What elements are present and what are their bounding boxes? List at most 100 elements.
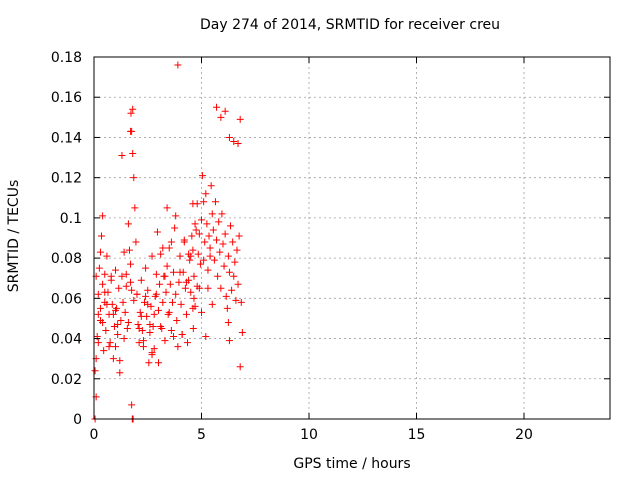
data-point [234, 139, 242, 147]
data-point [98, 232, 106, 240]
data-point [204, 284, 212, 292]
data-point [208, 210, 216, 218]
data-point [189, 246, 197, 254]
data-point [127, 109, 135, 117]
data-point [202, 333, 210, 341]
data-point [173, 316, 181, 324]
data-point [187, 288, 195, 296]
data-point [193, 282, 201, 290]
data-point [200, 256, 208, 264]
data-point [127, 127, 135, 135]
data-point [103, 300, 111, 308]
data-point [198, 216, 205, 224]
data-point [165, 308, 173, 316]
data-point [225, 133, 233, 141]
data-point [136, 308, 144, 316]
x-tick-label: 0 [90, 427, 99, 443]
data-point [130, 174, 138, 182]
data-point [135, 325, 143, 332]
y-tick-label: 0.1 [60, 211, 82, 227]
data-point [102, 327, 110, 335]
chart-title: Day 274 of 2014, SRMTID for receiver cre… [199, 17, 501, 33]
data-point [167, 327, 175, 335]
y-tick-label: 0.16 [51, 90, 82, 106]
data-point [94, 310, 102, 318]
data-point [180, 236, 188, 244]
data-point [150, 310, 158, 318]
data-point [163, 262, 171, 270]
data-point [172, 212, 180, 220]
data-point [227, 222, 235, 230]
data-point [128, 286, 136, 294]
data-point [165, 244, 173, 252]
y-tick-label: 0.02 [51, 372, 82, 388]
data-point [176, 268, 184, 276]
data-point [167, 238, 175, 246]
data-point [206, 244, 214, 252]
data-point [112, 343, 119, 351]
data-point [230, 272, 238, 280]
data-point [170, 268, 178, 276]
data-point [122, 270, 130, 278]
y-tick-label: 0.12 [51, 171, 82, 187]
data-point [131, 204, 139, 212]
data-point [161, 337, 169, 345]
data-point [146, 320, 154, 328]
data-point [159, 244, 167, 252]
data-point [107, 272, 115, 280]
data-point [152, 290, 160, 298]
data-point [159, 298, 167, 306]
data-point [119, 298, 127, 306]
data-point [190, 272, 198, 280]
data-point [237, 298, 245, 306]
data-point [209, 226, 217, 234]
grid-lines [94, 57, 610, 419]
data-point [101, 288, 109, 296]
data-point [103, 252, 111, 260]
data-points [91, 61, 246, 423]
data-point [184, 339, 192, 347]
data-point [166, 280, 174, 288]
data-point [127, 260, 135, 268]
data-point [133, 290, 141, 298]
data-point [116, 369, 124, 377]
data-point [114, 320, 122, 328]
data-point [219, 240, 227, 248]
data-point [123, 325, 131, 332]
data-point [96, 316, 104, 324]
data-point [100, 347, 108, 355]
y-tick-label: 0.14 [51, 130, 82, 146]
data-point [221, 230, 229, 238]
x-tick-label: 20 [515, 427, 533, 443]
x-tick-label: 15 [408, 427, 426, 443]
data-point [142, 292, 150, 300]
data-point [174, 61, 182, 69]
data-point [114, 331, 122, 339]
data-point [208, 300, 216, 308]
data-point [129, 105, 137, 113]
data-point [223, 304, 231, 312]
data-point [234, 280, 242, 288]
data-point [152, 270, 160, 278]
data-point [99, 212, 107, 220]
data-point [224, 252, 232, 260]
data-point [128, 401, 136, 409]
data-point [162, 288, 170, 296]
data-point [172, 290, 180, 298]
data-point [230, 137, 238, 145]
data-point [121, 308, 129, 316]
data-point [218, 210, 226, 218]
data-point [125, 246, 133, 254]
data-point [127, 278, 135, 286]
data-point [168, 298, 176, 306]
data-point [117, 316, 125, 324]
data-point [137, 276, 145, 284]
data-point [202, 190, 210, 198]
data-point [122, 282, 130, 290]
data-point [146, 329, 154, 337]
data-point [217, 113, 225, 121]
data-point [185, 250, 193, 258]
data-point [228, 286, 236, 294]
data-point [182, 310, 190, 318]
data-point [135, 339, 143, 347]
